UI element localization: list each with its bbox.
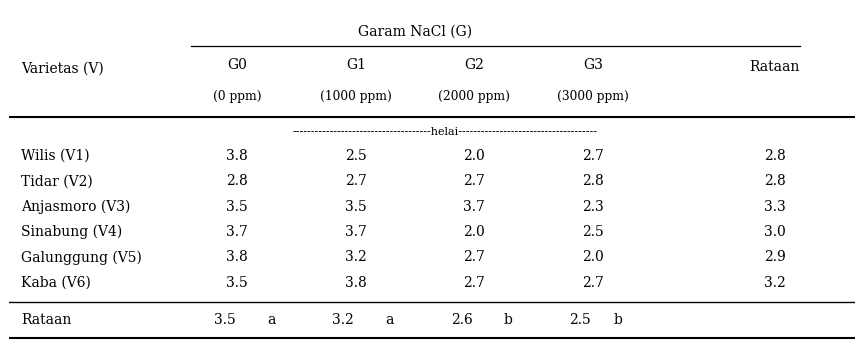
Text: 3.2: 3.2 [345, 250, 366, 264]
Text: 3.8: 3.8 [345, 276, 366, 290]
Text: 2.7: 2.7 [582, 149, 604, 163]
Text: 3.2: 3.2 [333, 313, 354, 327]
Text: 3.2: 3.2 [764, 276, 785, 290]
Text: 2.7: 2.7 [345, 174, 366, 188]
Text: 2.5: 2.5 [569, 313, 591, 327]
Text: 3.0: 3.0 [764, 225, 785, 239]
Text: Wilis (V1): Wilis (V1) [22, 149, 90, 163]
Text: 2.5: 2.5 [582, 225, 604, 239]
Text: (0 ppm): (0 ppm) [213, 90, 262, 103]
Text: 3.5: 3.5 [226, 276, 248, 290]
Text: Varietas (V): Varietas (V) [22, 62, 104, 76]
Text: 3.8: 3.8 [226, 149, 248, 163]
Text: 2.8: 2.8 [226, 174, 248, 188]
Text: 2.0: 2.0 [463, 149, 486, 163]
Text: 2.7: 2.7 [463, 174, 486, 188]
Text: b: b [504, 313, 512, 327]
Text: G1: G1 [346, 58, 365, 72]
Text: 3.5: 3.5 [213, 313, 235, 327]
Text: 3.7: 3.7 [226, 225, 248, 239]
Text: 2.0: 2.0 [582, 250, 604, 264]
Text: a: a [385, 313, 394, 327]
Text: Anjasmoro (V3): Anjasmoro (V3) [22, 199, 130, 214]
Text: 2.8: 2.8 [764, 174, 785, 188]
Text: 2.6: 2.6 [451, 313, 473, 327]
Text: Galunggung (V5): Galunggung (V5) [22, 250, 143, 265]
Text: 3.7: 3.7 [345, 225, 366, 239]
Text: Kaba (V6): Kaba (V6) [22, 276, 92, 290]
Text: 2.5: 2.5 [345, 149, 366, 163]
Text: 3.5: 3.5 [226, 199, 248, 213]
Text: G2: G2 [464, 58, 485, 72]
Text: 2.0: 2.0 [463, 225, 486, 239]
Text: Tidar (V2): Tidar (V2) [22, 174, 93, 188]
Text: a: a [267, 313, 276, 327]
Text: 2.8: 2.8 [764, 149, 785, 163]
Text: Rataan: Rataan [750, 60, 800, 74]
Text: G0: G0 [227, 58, 247, 72]
Text: (1000 ppm): (1000 ppm) [320, 90, 391, 103]
Text: 3.3: 3.3 [764, 199, 785, 213]
Text: 3.5: 3.5 [345, 199, 366, 213]
Text: 3.8: 3.8 [226, 250, 248, 264]
Text: 2.3: 2.3 [582, 199, 604, 213]
Text: 2.7: 2.7 [463, 250, 486, 264]
Text: 2.8: 2.8 [582, 174, 604, 188]
Text: 2.7: 2.7 [463, 276, 486, 290]
Text: 2.9: 2.9 [764, 250, 785, 264]
Text: Sinabung (V4): Sinabung (V4) [22, 225, 123, 239]
Text: G3: G3 [583, 58, 603, 72]
Text: -------------------------------------helai-------------------------------------: -------------------------------------hel… [292, 127, 597, 137]
Text: Garam NaCl (G): Garam NaCl (G) [358, 25, 472, 38]
Text: (2000 ppm): (2000 ppm) [438, 90, 511, 103]
Text: Rataan: Rataan [22, 313, 72, 327]
Text: b: b [613, 313, 623, 327]
Text: 3.7: 3.7 [463, 199, 486, 213]
Text: (3000 ppm): (3000 ppm) [557, 90, 629, 103]
Text: 2.7: 2.7 [582, 276, 604, 290]
